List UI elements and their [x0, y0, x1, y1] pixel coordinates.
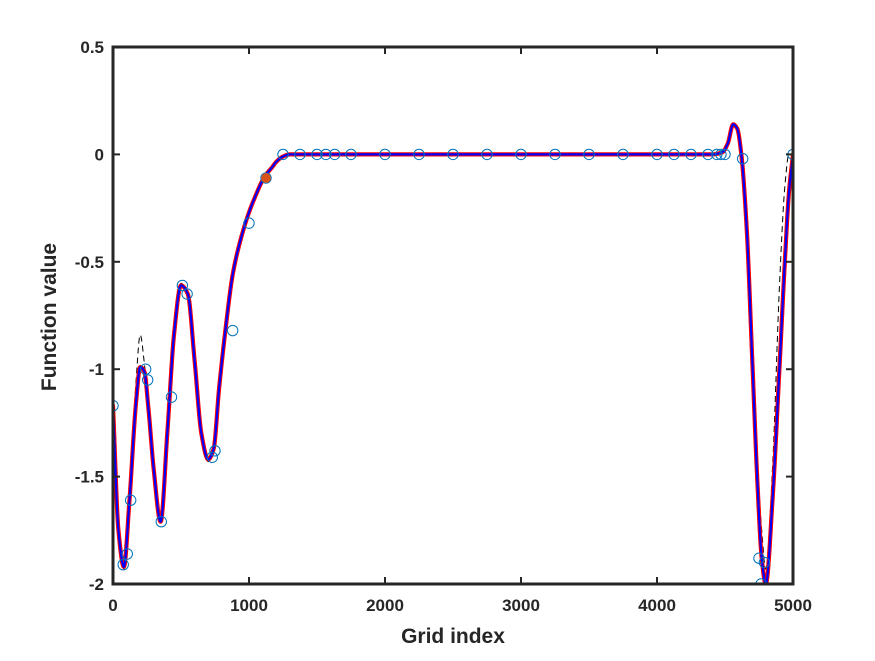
data-marker-circle — [176, 279, 189, 292]
y-tick-label: -1.5 — [75, 468, 104, 487]
y-tick-label: -2 — [89, 575, 104, 594]
data-marker-circle — [320, 148, 332, 161]
data-marker-circle — [139, 363, 152, 375]
data-marker-circle — [481, 148, 493, 161]
x-axis-label: Grid index — [401, 625, 505, 648]
data-marker-circle — [711, 148, 723, 161]
data-marker-circle — [617, 148, 629, 161]
axes-box — [111, 45, 795, 586]
x-tick-label: 2000 — [366, 596, 404, 615]
data-marker-circle — [328, 148, 341, 161]
data-marker-circle — [141, 374, 154, 386]
data-marker-circle — [715, 148, 727, 161]
data-marker-circle — [685, 148, 697, 161]
x-tick-label: 5000 — [774, 596, 812, 615]
data-marker-circle — [447, 148, 459, 161]
data-marker-circle — [277, 148, 289, 161]
x-tick-label: 0 — [108, 596, 117, 615]
y-tick-label: -1 — [89, 360, 104, 379]
data-marker-circle — [155, 516, 167, 528]
x-tick-label: 4000 — [638, 596, 676, 615]
y-tick-label: 0 — [95, 145, 104, 164]
y-axis-label: Function value — [38, 243, 61, 391]
data-marker-circle — [121, 548, 133, 560]
x-tick-label: 3000 — [502, 596, 540, 615]
highlight-point — [261, 173, 271, 183]
data-marker-circle — [165, 391, 178, 403]
data-marker-circle — [206, 451, 218, 463]
data-marker-circle — [181, 288, 193, 300]
data-marker-circle — [226, 324, 239, 337]
data-marker-circle — [719, 148, 731, 161]
data-marker-circle — [515, 148, 527, 161]
data-marker-circle — [209, 445, 221, 457]
data-marker-circle — [379, 148, 391, 161]
data-marker-circle — [117, 558, 129, 571]
data-marker-circle — [311, 148, 323, 161]
data-marker-circle — [243, 217, 255, 229]
data-marker-circle — [651, 148, 663, 161]
data-marker-circle — [294, 148, 306, 161]
x-tick-label: 1000 — [230, 596, 268, 615]
data-marker-circle — [260, 172, 272, 184]
data-marker-circle — [124, 494, 137, 506]
y-tick-label: -0.5 — [75, 253, 104, 272]
plot-area — [113, 47, 793, 584]
data-marker-circle — [702, 148, 714, 161]
data-marker-circle — [345, 148, 357, 161]
data-marker-circle — [583, 148, 595, 161]
data-marker-circle — [668, 148, 680, 161]
y-tick-label: 0.5 — [80, 38, 104, 57]
data-marker-circle — [413, 148, 425, 161]
data-marker-circle — [758, 556, 771, 569]
data-marker-circle — [736, 152, 749, 165]
data-marker-circle — [549, 148, 561, 161]
